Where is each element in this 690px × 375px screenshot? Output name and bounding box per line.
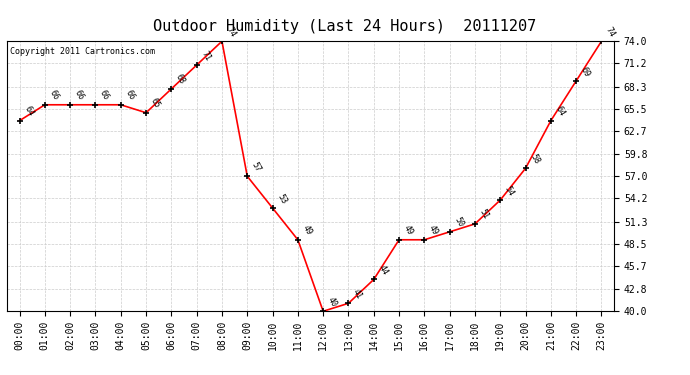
Text: 66: 66 bbox=[124, 89, 137, 102]
Text: 40: 40 bbox=[326, 295, 339, 309]
Text: 49: 49 bbox=[402, 224, 415, 237]
Text: 71: 71 bbox=[199, 49, 213, 62]
Text: 53: 53 bbox=[275, 192, 288, 205]
Text: 51: 51 bbox=[477, 208, 491, 221]
Text: 66: 66 bbox=[73, 89, 86, 102]
Text: 64: 64 bbox=[22, 105, 35, 118]
Text: 66: 66 bbox=[48, 89, 61, 102]
Text: 41: 41 bbox=[351, 287, 364, 300]
Text: 69: 69 bbox=[579, 65, 592, 78]
Text: 50: 50 bbox=[453, 216, 465, 229]
Text: 74: 74 bbox=[604, 25, 617, 39]
Text: 66: 66 bbox=[98, 89, 111, 102]
Text: 65: 65 bbox=[149, 97, 161, 110]
Text: 49: 49 bbox=[301, 224, 313, 237]
Text: 44: 44 bbox=[377, 264, 389, 277]
Text: 57: 57 bbox=[250, 160, 263, 174]
Text: 74: 74 bbox=[225, 25, 237, 39]
Text: 68: 68 bbox=[174, 73, 187, 86]
Text: Outdoor Humidity (Last 24 Hours)  20111207: Outdoor Humidity (Last 24 Hours) 2011120… bbox=[153, 19, 537, 34]
Text: 49: 49 bbox=[427, 224, 440, 237]
Text: 58: 58 bbox=[529, 152, 541, 165]
Text: Copyright 2011 Cartronics.com: Copyright 2011 Cartronics.com bbox=[10, 46, 155, 56]
Text: 64: 64 bbox=[553, 105, 566, 118]
Text: 54: 54 bbox=[503, 184, 516, 197]
